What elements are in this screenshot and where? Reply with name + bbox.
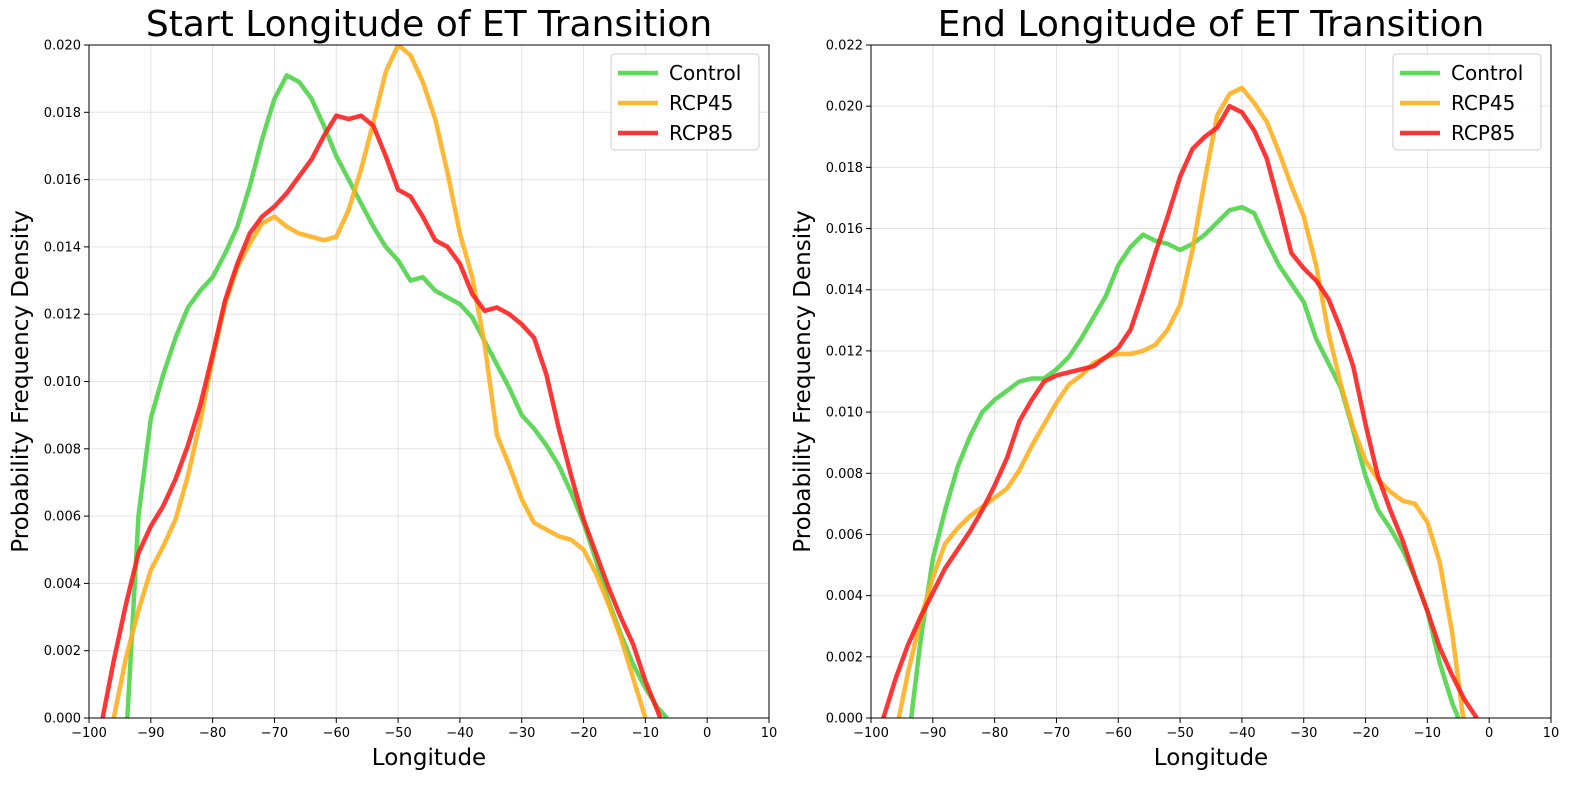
y-tick-label: 0.002 xyxy=(826,650,863,665)
y-tick-label: 0.022 xyxy=(826,39,863,54)
x-tick-label: −10 xyxy=(632,726,659,741)
x-tick-label: −80 xyxy=(199,726,226,741)
y-tick-label: 0.014 xyxy=(44,240,81,255)
x-tick-label: −40 xyxy=(1228,726,1255,741)
chart-title: End Longitude of ET Transition xyxy=(938,4,1485,45)
x-tick-label: −70 xyxy=(1043,726,1070,741)
y-tick-label: 0.004 xyxy=(44,577,81,592)
y-axis-label: Probability Frequency Density xyxy=(790,210,816,552)
y-axis-label: Probability Frequency Density xyxy=(8,210,34,552)
x-tick-label: −60 xyxy=(1105,726,1132,741)
x-tick-label: −100 xyxy=(71,726,107,741)
y-tick-label: 0.004 xyxy=(826,589,863,604)
legend-label-rcp85: RCP85 xyxy=(669,121,733,145)
y-tick-label: 0.018 xyxy=(44,106,81,121)
legend: Control RCP45 RCP85 xyxy=(610,53,760,151)
chart-title: Start Longitude of ET Transition xyxy=(146,4,712,45)
y-tick-label: 0.020 xyxy=(44,39,81,54)
x-tick-label: 0 xyxy=(703,726,711,741)
x-tick-label: −50 xyxy=(1166,726,1193,741)
x-axis-label: Longitude xyxy=(1154,745,1268,771)
y-tick-label: 0.020 xyxy=(826,100,863,115)
y-tick-label: 0.000 xyxy=(44,712,81,727)
x-tick-label: −10 xyxy=(1414,726,1441,741)
legend-label-control: Control xyxy=(669,61,741,85)
y-tick-label: 0.018 xyxy=(826,161,863,176)
y-tick-label: 0.012 xyxy=(44,308,81,323)
series-line-rcp45 xyxy=(111,45,648,718)
y-tick-label: 0.008 xyxy=(44,442,81,457)
y-tick-label: 0.014 xyxy=(826,283,863,298)
x-tick-label: −30 xyxy=(1290,726,1317,741)
y-tick-label: 0.010 xyxy=(826,406,863,421)
y-tick-label: 0.016 xyxy=(44,173,81,188)
series-lines xyxy=(881,85,1479,718)
legend-box xyxy=(1392,53,1542,151)
series-line-rcp85 xyxy=(881,103,1479,718)
chart-start-longitude: −100 −90 −80 −70 −60 −50 −40 −30 −20 −10 0 100.0000… xyxy=(8,4,777,771)
y-tick-label: 0.002 xyxy=(44,644,81,659)
x-tick-label: −90 xyxy=(919,726,946,741)
legend-label-rcp45: RCP45 xyxy=(1451,91,1515,115)
legend-label-control: Control xyxy=(1451,61,1523,85)
x-tick-label: −80 xyxy=(981,726,1008,741)
x-tick-label: −20 xyxy=(1352,726,1379,741)
series-line-control xyxy=(908,204,1461,718)
ticks: −100 −90 −80 −70 −60 −50 −40 −30 −20 −10 0 100.0000… xyxy=(826,39,1559,742)
x-axis-label: Longitude xyxy=(372,745,486,771)
y-tick-label: 0.010 xyxy=(44,375,81,390)
legend-label-rcp85: RCP85 xyxy=(1451,121,1515,145)
x-tick-label: −100 xyxy=(853,726,889,741)
y-tick-label: 0.006 xyxy=(44,510,81,525)
x-tick-label: −20 xyxy=(570,726,597,741)
legend: Control RCP45 RCP85 xyxy=(1392,53,1542,151)
x-tick-label: 10 xyxy=(761,726,778,741)
y-tick-label: 0.008 xyxy=(826,467,863,482)
series-lines xyxy=(100,45,669,718)
x-tick-label: 10 xyxy=(1543,726,1560,741)
x-tick-label: −50 xyxy=(384,726,411,741)
legend-box xyxy=(610,53,760,151)
x-tick-label: −60 xyxy=(323,726,350,741)
series-line-rcp45 xyxy=(896,85,1466,718)
axes-frame xyxy=(870,44,1552,719)
y-tick-label: 0.012 xyxy=(826,344,863,359)
chart-end-longitude: −100 −90 −80 −70 −60 −50 −40 −30 −20 −10 0 100.0000… xyxy=(790,4,1559,771)
y-tick-label: 0.006 xyxy=(826,528,863,543)
legend-label-rcp45: RCP45 xyxy=(669,91,733,115)
ticks: −100 −90 −80 −70 −60 −50 −40 −30 −20 −10 0 100.0000… xyxy=(44,39,777,742)
x-tick-label: −30 xyxy=(508,726,535,741)
y-tick-label: 0.016 xyxy=(826,222,863,237)
x-tick-label: −70 xyxy=(261,726,288,741)
x-tick-label: −40 xyxy=(446,726,473,741)
x-tick-label: 0 xyxy=(1485,726,1493,741)
x-tick-label: −90 xyxy=(137,726,164,741)
series-line-control xyxy=(125,73,669,718)
series-line-rcp85 xyxy=(100,113,663,718)
y-tick-label: 0.000 xyxy=(826,712,863,727)
